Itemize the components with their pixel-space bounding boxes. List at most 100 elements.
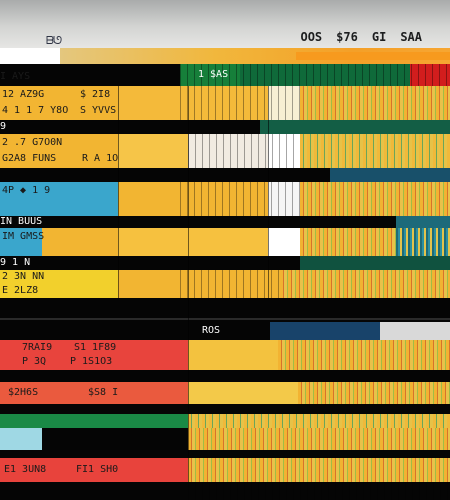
row-fill xyxy=(118,228,268,256)
row-fill xyxy=(118,270,280,298)
row-label: P 3Q xyxy=(22,356,47,367)
table-row[interactable]: $2H6S $S8 I xyxy=(0,382,450,404)
row-fill xyxy=(268,86,300,120)
row-label: E 2LZ8 xyxy=(2,285,39,296)
row-separator: 9 1 N xyxy=(0,256,450,270)
row-label: 2 3N NN xyxy=(2,271,45,282)
row-fill xyxy=(118,86,268,120)
table-row[interactable]: 7RAI9 S1 1F89 P 3Q P 1S1O3 xyxy=(0,340,450,370)
row-separator xyxy=(0,450,450,458)
row-label: IM GMSS xyxy=(2,231,45,242)
row-fill xyxy=(180,64,240,86)
row-label: 4 1 1 7 Y8O xyxy=(2,105,69,116)
row-fill xyxy=(330,168,450,182)
table-row[interactable]: 2 .7 G7O0N G2A8 FUNS R A 1O xyxy=(0,134,450,168)
row-label: E1 3UN8 xyxy=(4,464,47,475)
row-fill xyxy=(0,270,118,298)
row-fill xyxy=(188,340,278,370)
row-histogram xyxy=(396,228,450,256)
row-fill xyxy=(188,382,298,404)
divider-line xyxy=(0,318,450,320)
row-fill xyxy=(0,428,42,450)
row-label: IN BUUS xyxy=(0,216,43,227)
row-fill xyxy=(118,182,268,216)
row-value: FI1 SH0 xyxy=(76,464,119,475)
row-gridlines xyxy=(180,182,300,216)
column-divider xyxy=(188,86,189,482)
row-gridlines xyxy=(188,134,300,168)
column-divider xyxy=(268,86,269,298)
table-row[interactable]: IM GMSS xyxy=(0,228,450,256)
row-fill xyxy=(42,428,188,450)
table-row[interactable]: E1 3UN8 FI1 SH0 xyxy=(0,458,450,482)
header-progress-accent xyxy=(296,52,450,60)
header-labels: OOS $76 GI SAA xyxy=(300,30,422,44)
row-fill xyxy=(0,340,188,370)
row-histogram xyxy=(278,340,450,370)
row-value: P 1S1O3 xyxy=(70,356,113,367)
row-value: $S8 I xyxy=(88,387,119,398)
row-label: I AYS xyxy=(0,71,31,82)
header-label-1[interactable]: OOS xyxy=(300,30,323,44)
footer-gridlines xyxy=(188,482,450,500)
row-histogram xyxy=(300,182,450,216)
row-fill xyxy=(0,134,118,168)
row-label: 4P ◆ 1 9 xyxy=(2,185,51,196)
column-divider xyxy=(118,86,119,298)
row-fill xyxy=(260,120,450,134)
row-fill xyxy=(0,86,118,120)
row-value: S1 1F89 xyxy=(74,342,117,353)
row-value: S YVVS xyxy=(80,105,117,116)
row-fill xyxy=(410,64,450,86)
row-label: 7RAI9 xyxy=(22,342,53,353)
section-divider: ROS xyxy=(0,298,450,340)
row-fill xyxy=(270,322,380,340)
row-separator: 9 xyxy=(0,120,450,134)
table-row[interactable] xyxy=(0,428,450,450)
row-fill xyxy=(0,182,118,216)
row-fill xyxy=(240,64,410,86)
row-label: 9 1 N xyxy=(0,257,31,268)
header-label-2[interactable]: $76 xyxy=(336,30,358,44)
app-logo: ᗷᘎ xyxy=(46,34,62,47)
row-label: 2 .7 G7O0N xyxy=(2,137,63,148)
row-histogram xyxy=(298,382,450,404)
row-fill xyxy=(188,134,268,168)
row-histogram xyxy=(280,270,450,298)
header-label-4[interactable]: SAA xyxy=(400,30,422,44)
row-separator xyxy=(0,404,450,414)
footer-bar xyxy=(0,482,450,500)
row-fill xyxy=(118,134,188,168)
row-separator xyxy=(0,370,450,382)
row-fill xyxy=(396,216,450,228)
row-value: 1 $AS xyxy=(198,69,229,80)
row-value: $ 2I8 xyxy=(80,89,111,100)
window-header xyxy=(0,0,450,48)
table-row[interactable]: 12 AZ9G $ 2I8 4 1 1 7 Y8O S YVVS xyxy=(0,86,450,120)
row-fill xyxy=(0,382,188,404)
table-row[interactable]: 4P ◆ 1 9 xyxy=(0,182,450,216)
row-separator xyxy=(0,168,450,182)
row-histogram xyxy=(188,428,450,450)
row-fill xyxy=(42,228,118,256)
table-row[interactable]: 1 $AS xyxy=(0,64,450,86)
row-histogram xyxy=(188,414,450,428)
row-label: G2A8 FUNS xyxy=(2,153,57,164)
row-histogram xyxy=(300,228,396,256)
row-separator: IN BUUS xyxy=(0,216,450,228)
row-gridlines xyxy=(180,270,280,298)
row-fill xyxy=(380,322,450,340)
row-fill xyxy=(300,256,450,270)
header-label-3[interactable]: GI xyxy=(371,30,387,44)
row-label: $2H6S xyxy=(8,387,39,398)
row-gridlines xyxy=(180,86,300,120)
row-histogram xyxy=(300,86,450,120)
table-row[interactable] xyxy=(0,414,450,428)
row-gridlines xyxy=(180,64,450,86)
row-label: 9 xyxy=(0,121,7,132)
row-fill xyxy=(0,228,42,256)
row-fill xyxy=(0,458,188,482)
row-value: R A 1O xyxy=(82,153,119,164)
row-histogram xyxy=(300,134,450,168)
table-row[interactable]: 2 3N NN E 2LZ8 xyxy=(0,270,450,298)
